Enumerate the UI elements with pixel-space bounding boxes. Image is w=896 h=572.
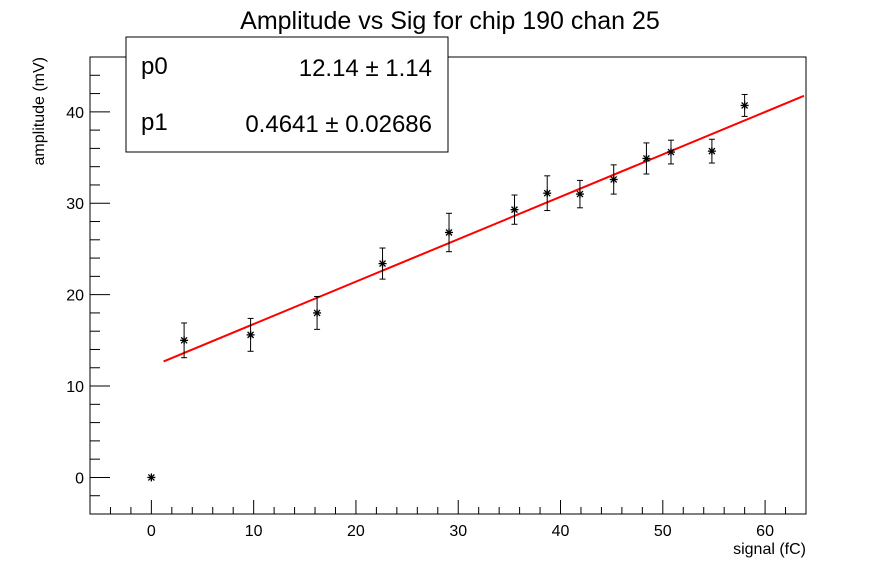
marker-stroke bbox=[247, 331, 255, 339]
marker-stroke bbox=[667, 148, 675, 156]
data-point bbox=[575, 179, 584, 209]
data-point bbox=[642, 142, 651, 175]
x-tick-label: 40 bbox=[552, 523, 570, 540]
y-axis-label: amplitude (mV) bbox=[31, 57, 48, 165]
y-axis: 0 10 20 30 40 bbox=[66, 56, 110, 515]
data-point bbox=[666, 139, 675, 165]
data-point bbox=[378, 247, 387, 280]
data-point bbox=[707, 138, 716, 164]
marker-stroke bbox=[642, 154, 650, 162]
marker-stroke bbox=[543, 189, 551, 197]
marker-stroke bbox=[610, 176, 618, 183]
data-point bbox=[180, 322, 189, 359]
fit-line bbox=[163, 94, 805, 363]
marker-stroke bbox=[445, 229, 453, 236]
y-tick-label: 0 bbox=[75, 470, 84, 487]
marker-stroke bbox=[576, 190, 584, 198]
x-tick-label: 0 bbox=[147, 523, 156, 540]
stats-box-frame bbox=[125, 36, 449, 153]
fit-stats-box: p0 12.14 ± 1.14 p1 0.4641 ± 0.02686 bbox=[125, 36, 449, 153]
x-tick-label: 60 bbox=[756, 523, 774, 540]
data-point bbox=[740, 93, 749, 117]
x-axis-label: signal (fC) bbox=[733, 541, 806, 558]
x-axis: 0 10 20 30 40 50 60 bbox=[89, 500, 807, 540]
x-tick-label: 50 bbox=[654, 523, 672, 540]
marker-stroke bbox=[708, 147, 716, 155]
y-tick-label: 10 bbox=[66, 379, 84, 396]
marker-stroke bbox=[379, 260, 386, 268]
stats-p0-name: p0 bbox=[141, 53, 168, 80]
marker-stroke bbox=[313, 309, 321, 317]
x-tick-label: 30 bbox=[449, 523, 467, 540]
marker-stroke bbox=[741, 101, 749, 109]
data-point bbox=[543, 175, 552, 212]
marker-stroke bbox=[180, 336, 188, 344]
data-point bbox=[246, 317, 255, 352]
data-point bbox=[510, 194, 519, 225]
x-tick-label: 20 bbox=[347, 523, 365, 540]
x-tick-label: 10 bbox=[245, 523, 263, 540]
data-point bbox=[313, 295, 322, 330]
chart-title: Amplitude vs Sig for chip 190 chan 25 bbox=[240, 7, 660, 35]
data-point bbox=[445, 212, 454, 253]
fit-line-layer bbox=[163, 94, 805, 363]
y-tick-label: 40 bbox=[66, 105, 84, 122]
data-point bbox=[147, 473, 156, 482]
y-tick-label: 30 bbox=[66, 196, 84, 213]
stats-p1-name: p1 bbox=[141, 109, 168, 136]
stats-p1-value: 0.4641 ± 0.02686 bbox=[245, 111, 432, 138]
stats-p0-value: 12.14 ± 1.14 bbox=[299, 55, 432, 82]
marker-stroke bbox=[511, 206, 518, 214]
y-tick-label: 20 bbox=[66, 288, 84, 305]
data-point bbox=[609, 164, 618, 195]
data-points-layer bbox=[147, 93, 749, 482]
marker-stroke bbox=[147, 473, 155, 481]
